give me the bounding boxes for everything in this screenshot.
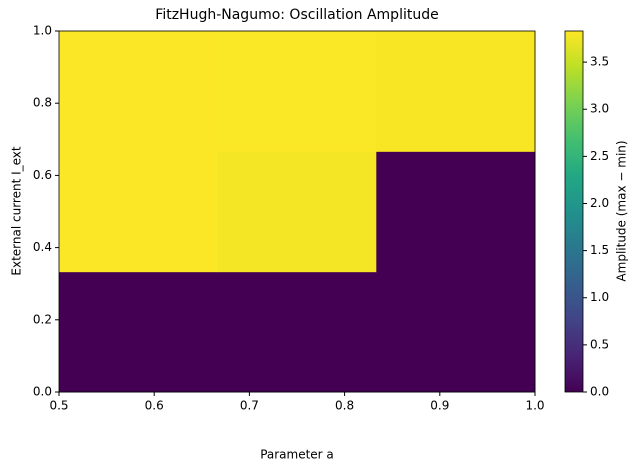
- chart-title: FitzHugh-Nagumo: Oscillation Amplitude: [155, 7, 438, 23]
- heatmap-cell: [376, 271, 536, 393]
- x-tick-label: 0.5: [49, 399, 68, 413]
- colorbar-tick-label: 1.5: [590, 243, 609, 257]
- x-tick-label: 0.9: [430, 399, 449, 413]
- colorbar: [564, 30, 584, 393]
- heatmap-cell: [217, 151, 377, 273]
- x-tick-label: 0.7: [240, 399, 259, 413]
- colorbar-label: Amplitude (max − min): [615, 140, 629, 281]
- heatmap-cell: [59, 151, 219, 273]
- colorbar-tick-label: 2.0: [590, 196, 609, 210]
- heatmap-cell: [217, 271, 377, 393]
- x-tick-label: 0.8: [335, 399, 354, 413]
- heatmap-cell: [376, 31, 536, 152]
- plot-frame: [58, 30, 536, 393]
- x-axis-label: Parameter a: [260, 448, 334, 462]
- colorbar-tick-label: 3.5: [590, 55, 609, 69]
- y-tick-label: 1.0: [33, 24, 52, 38]
- x-tick-label: 0.6: [145, 399, 164, 413]
- colorbar-tick-label: 0.5: [590, 337, 609, 351]
- colorbar-tick-label: 3.0: [590, 102, 609, 116]
- y-tick-label: 0.8: [33, 96, 52, 110]
- heatmap-cell: [59, 271, 219, 393]
- x-tick-label: 1.0: [525, 399, 544, 413]
- heatmap-cell: [217, 31, 377, 152]
- y-tick-label: 0.2: [33, 312, 52, 326]
- heatmap-cell: [376, 151, 536, 273]
- colorbar-tick-label: 2.5: [590, 149, 609, 163]
- y-tick-label: 0.0: [33, 385, 52, 399]
- y-axis-label: External current I_ext: [10, 146, 24, 276]
- y-tick-label: 0.6: [33, 168, 52, 182]
- colorbar-tick-label: 1.0: [590, 290, 609, 304]
- y-tick-label: 0.4: [33, 240, 52, 254]
- colorbar-tick-label: 0.0: [590, 385, 609, 399]
- heatmap-cell: [59, 31, 219, 152]
